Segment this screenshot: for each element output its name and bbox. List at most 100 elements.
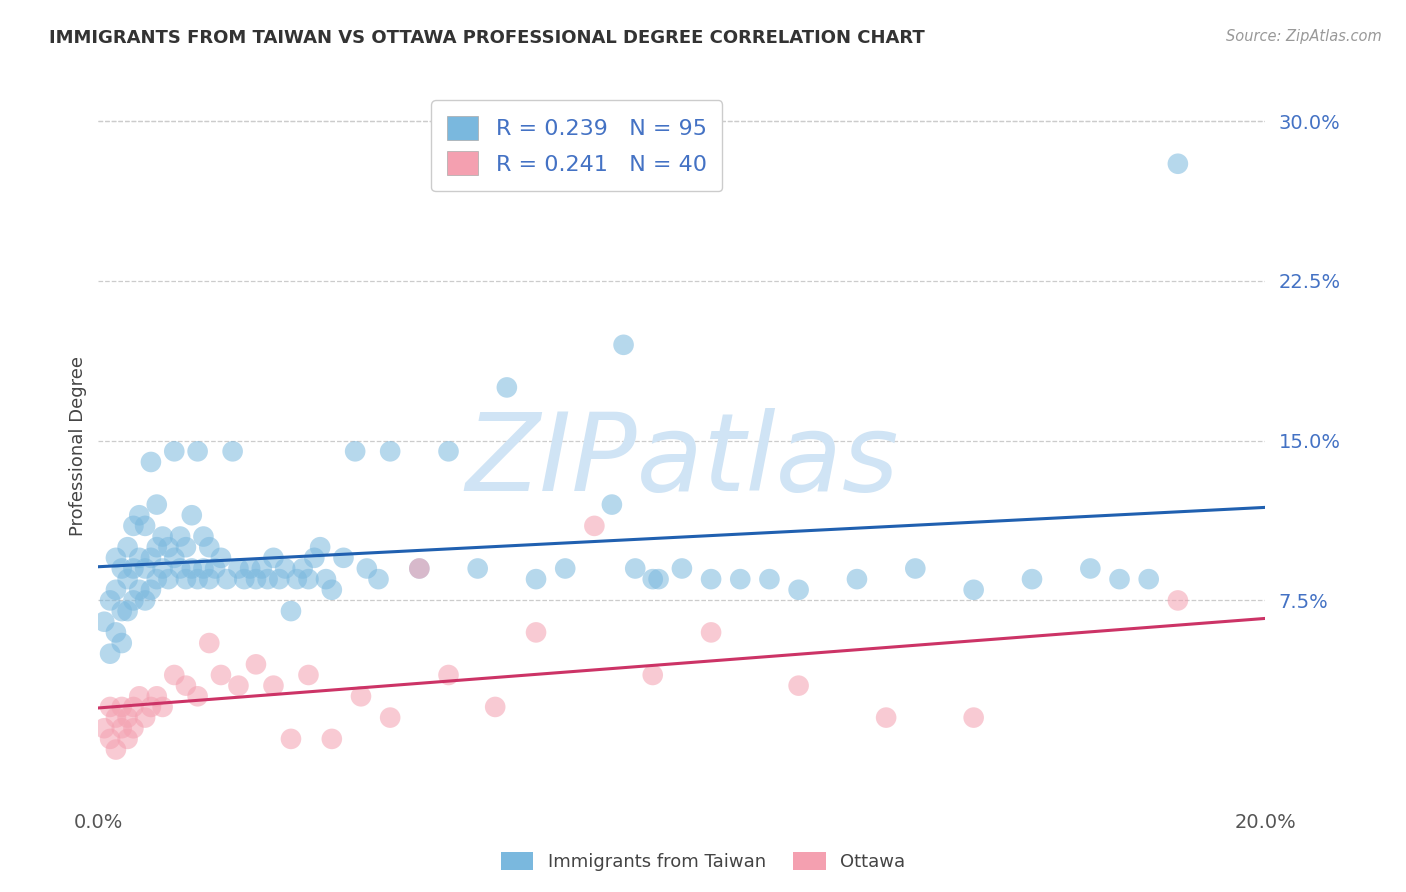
Point bbox=[139, 455, 162, 469]
Point bbox=[146, 498, 169, 512]
Point bbox=[174, 540, 197, 554]
Point bbox=[380, 444, 402, 458]
Point bbox=[239, 561, 262, 575]
Point bbox=[875, 710, 897, 724]
Point bbox=[1021, 572, 1043, 586]
Point bbox=[128, 582, 150, 597]
Point bbox=[215, 572, 238, 586]
Point bbox=[1167, 157, 1189, 171]
Point bbox=[117, 540, 139, 554]
Point bbox=[554, 561, 576, 575]
Point bbox=[256, 572, 278, 586]
Point bbox=[1137, 572, 1160, 586]
Point bbox=[380, 710, 402, 724]
Point bbox=[169, 561, 191, 575]
Point bbox=[647, 572, 669, 586]
Point bbox=[583, 519, 606, 533]
Point bbox=[152, 700, 174, 714]
Point bbox=[600, 498, 623, 512]
Point bbox=[98, 593, 121, 607]
Point bbox=[193, 561, 215, 575]
Point bbox=[98, 731, 121, 746]
Point bbox=[297, 668, 319, 682]
Text: IMMIGRANTS FROM TAIWAN VS OTTAWA PROFESSIONAL DEGREE CORRELATION CHART: IMMIGRANTS FROM TAIWAN VS OTTAWA PROFESS… bbox=[49, 29, 925, 46]
Point bbox=[641, 572, 664, 586]
Point bbox=[104, 625, 127, 640]
Point bbox=[198, 636, 221, 650]
Point bbox=[98, 647, 121, 661]
Point bbox=[344, 444, 367, 458]
Point bbox=[228, 679, 250, 693]
Text: Source: ZipAtlas.com: Source: ZipAtlas.com bbox=[1226, 29, 1382, 44]
Point bbox=[169, 529, 191, 543]
Point bbox=[117, 731, 139, 746]
Point bbox=[612, 338, 634, 352]
Point bbox=[274, 561, 297, 575]
Point bbox=[962, 710, 984, 724]
Point bbox=[467, 561, 489, 575]
Point bbox=[139, 582, 162, 597]
Point bbox=[321, 582, 343, 597]
Point bbox=[157, 540, 180, 554]
Point bbox=[93, 721, 115, 735]
Point bbox=[846, 572, 869, 586]
Point bbox=[134, 593, 156, 607]
Point bbox=[157, 572, 180, 586]
Point bbox=[787, 582, 810, 597]
Point bbox=[204, 561, 226, 575]
Point bbox=[111, 721, 134, 735]
Point bbox=[624, 561, 647, 575]
Point bbox=[321, 731, 343, 746]
Point bbox=[163, 550, 186, 565]
Point bbox=[250, 561, 273, 575]
Point bbox=[787, 679, 810, 693]
Point bbox=[1080, 561, 1102, 575]
Point bbox=[437, 444, 460, 458]
Point bbox=[700, 625, 723, 640]
Point bbox=[139, 550, 162, 565]
Point bbox=[187, 572, 209, 586]
Point bbox=[104, 582, 127, 597]
Point bbox=[297, 572, 319, 586]
Point bbox=[98, 700, 121, 714]
Point bbox=[128, 508, 150, 523]
Point bbox=[128, 690, 150, 704]
Point bbox=[408, 561, 430, 575]
Point bbox=[245, 657, 267, 672]
Point bbox=[408, 561, 430, 575]
Point bbox=[758, 572, 780, 586]
Point bbox=[962, 582, 984, 597]
Point bbox=[187, 690, 209, 704]
Point bbox=[122, 700, 145, 714]
Point bbox=[641, 668, 664, 682]
Point bbox=[484, 700, 506, 714]
Point bbox=[152, 561, 174, 575]
Point bbox=[111, 636, 134, 650]
Point bbox=[104, 710, 127, 724]
Point bbox=[111, 561, 134, 575]
Point bbox=[309, 540, 332, 554]
Point bbox=[111, 700, 134, 714]
Point bbox=[904, 561, 927, 575]
Point bbox=[117, 710, 139, 724]
Point bbox=[187, 444, 209, 458]
Point bbox=[180, 561, 202, 575]
Point bbox=[280, 604, 302, 618]
Point bbox=[671, 561, 693, 575]
Point bbox=[280, 731, 302, 746]
Point bbox=[122, 721, 145, 735]
Point bbox=[104, 550, 127, 565]
Point bbox=[139, 700, 162, 714]
Point bbox=[193, 529, 215, 543]
Point bbox=[496, 380, 519, 394]
Point bbox=[163, 444, 186, 458]
Point bbox=[245, 572, 267, 586]
Point bbox=[350, 690, 373, 704]
Y-axis label: Professional Degree: Professional Degree bbox=[69, 356, 87, 536]
Point bbox=[221, 444, 243, 458]
Point bbox=[122, 593, 145, 607]
Point bbox=[163, 668, 186, 682]
Point bbox=[104, 742, 127, 756]
Point bbox=[285, 572, 308, 586]
Point bbox=[174, 679, 197, 693]
